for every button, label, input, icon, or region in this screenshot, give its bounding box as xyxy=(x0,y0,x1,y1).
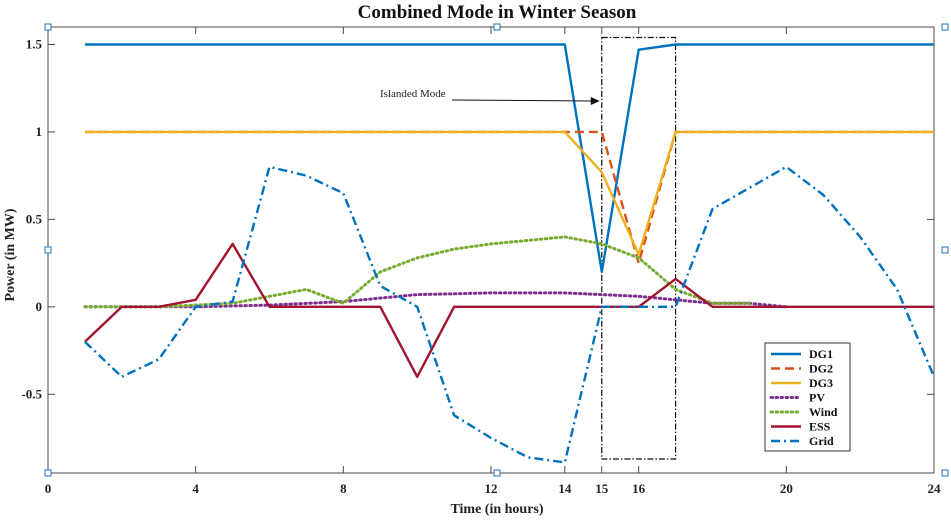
islanded-mode-box xyxy=(601,36,677,460)
series-layer xyxy=(83,43,936,464)
resize-handle[interactable] xyxy=(44,23,52,31)
legend-label-dg3: DG3 xyxy=(809,376,833,390)
legend-label-grid: Grid xyxy=(809,434,834,448)
x-tick-label: 15 xyxy=(595,481,609,496)
y-axis-label: Power (in MW) xyxy=(3,208,18,301)
x-tick-label: 8 xyxy=(340,481,347,496)
series-line-dg1 xyxy=(84,43,934,274)
resize-handle[interactable] xyxy=(941,469,949,477)
x-tick-label: 14 xyxy=(558,481,572,496)
annotation-arrow-head xyxy=(590,96,600,105)
resize-handle[interactable] xyxy=(493,23,501,31)
y-axis-ticks: -0.5 0 0.5 1 1.5 xyxy=(21,36,934,401)
resize-handle[interactable] xyxy=(44,469,52,477)
series-line-dg3 xyxy=(84,130,934,256)
series-line-grid xyxy=(84,165,936,464)
x-tick-label: 20 xyxy=(780,481,793,496)
chart-title: Combined Mode in Winter Season xyxy=(358,2,637,23)
selection-handles[interactable] xyxy=(44,23,949,477)
annotation: Islanded Mode xyxy=(380,88,600,105)
annotation-arrow-line xyxy=(451,99,592,102)
x-axis-ticks: 0 4 8 12 14 15 16 20 24 xyxy=(45,27,941,496)
legend-box xyxy=(764,342,851,452)
x-tick-label: 0 xyxy=(45,481,52,496)
y-tick-label: -0.5 xyxy=(21,386,42,401)
resize-handle[interactable] xyxy=(493,469,501,477)
y-tick-label: 1.5 xyxy=(26,36,43,51)
legend-label-dg2: DG2 xyxy=(809,362,833,376)
legend-label-pv: PV xyxy=(809,391,825,405)
islanded-window xyxy=(601,36,677,460)
series-line-wind xyxy=(83,235,751,309)
series-line-ess xyxy=(84,242,934,378)
y-tick-label: 0.5 xyxy=(26,211,43,226)
resize-handle[interactable] xyxy=(44,246,52,254)
x-tick-label: 24 xyxy=(928,481,942,496)
x-tick-label: 4 xyxy=(192,481,199,496)
x-tick-label: 16 xyxy=(632,481,646,496)
annotation-text: Islanded Mode xyxy=(380,88,446,100)
legend-label-dg1: DG1 xyxy=(809,347,833,361)
resize-handle[interactable] xyxy=(941,246,949,254)
x-axis-label: Time (in hours) xyxy=(450,502,543,517)
x-tick-label: 12 xyxy=(485,481,498,496)
legend-label-ess: ESS xyxy=(809,420,831,434)
legend-label-wind: Wind xyxy=(809,405,838,419)
resize-handle[interactable] xyxy=(941,23,949,31)
y-tick-label: 0 xyxy=(36,299,43,314)
y-tick-label: 1 xyxy=(36,124,43,139)
